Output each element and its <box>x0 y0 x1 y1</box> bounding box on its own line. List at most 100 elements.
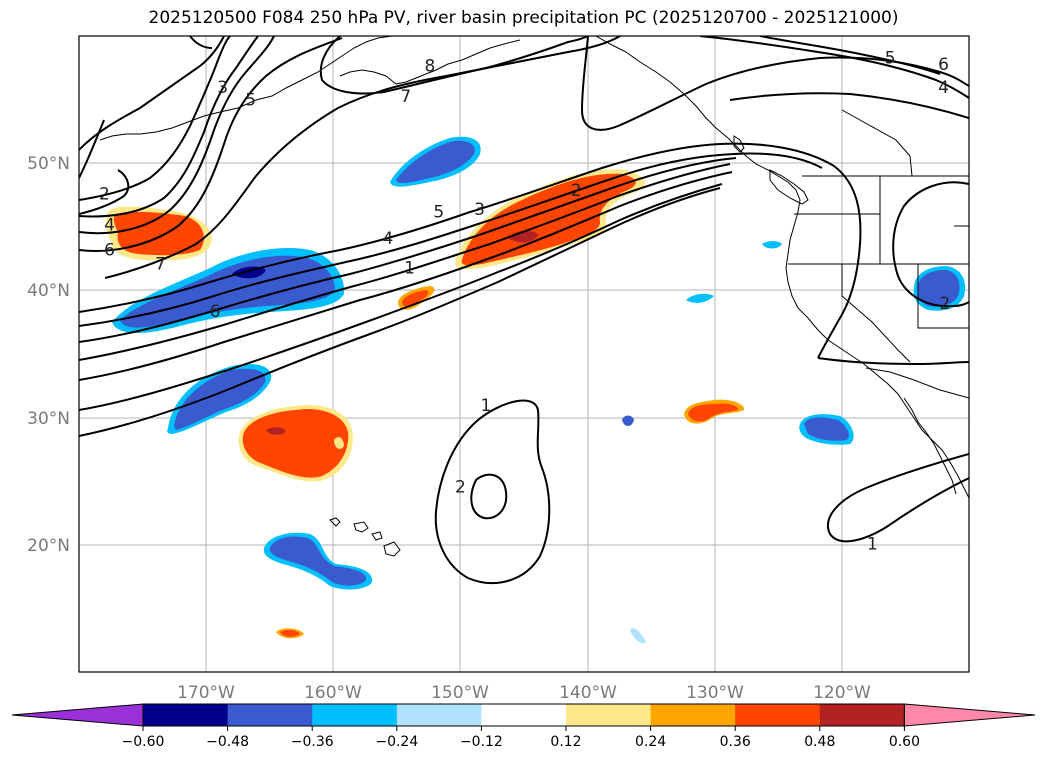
pv-contour-label: 6 <box>210 302 221 322</box>
pv-contour-upper-right-3 <box>699 36 969 99</box>
pv-contour-upper-right-4 <box>729 92 969 119</box>
lat-tick-label: 20°N <box>27 536 70 556</box>
pv-contour-label: 6 <box>938 55 949 75</box>
coastline-alaska <box>99 36 393 141</box>
lon-tick-label: 120°W <box>813 683 871 703</box>
pv-contour-label: 4 <box>383 229 394 249</box>
pv-contour-8-n <box>319 36 589 95</box>
pv-contours <box>79 36 969 585</box>
precip-region-neg-baja-core <box>804 417 849 441</box>
colorbar-swatch <box>227 704 313 726</box>
colorbar-tick-label: 0.24 <box>635 734 666 750</box>
pv-contour-2-closed <box>470 473 508 520</box>
border-nv-ca <box>841 264 911 363</box>
pv-contour-jet-2 <box>79 152 823 327</box>
pv-contour-label: 2 <box>571 181 582 201</box>
pv-contour-5-nw <box>79 36 275 235</box>
lon-tick-label: 140°W <box>559 683 617 703</box>
colorbar-swatch <box>819 704 905 726</box>
colorbar-extend-max <box>903 703 1036 727</box>
coastline-panhandle <box>595 36 801 213</box>
precip-region-pos-sc-dent <box>334 437 344 449</box>
colorbar-swatch <box>143 704 229 726</box>
colorbar-tick-label: 0.12 <box>550 734 581 750</box>
lon-tick-label: 150°W <box>431 683 489 703</box>
colorbar-frame <box>142 703 905 727</box>
pv-contour-upper-left-small <box>189 36 213 49</box>
precip-region-pos-cn-core <box>461 173 636 266</box>
precip-region-neg-nc-core <box>396 140 475 184</box>
coastline-us-west <box>785 211 969 499</box>
pv-contour-1-se <box>827 453 969 543</box>
pv-contour-label: 7 <box>155 255 166 275</box>
lon-tick-label: 170°W <box>177 683 235 703</box>
pv-contour-jet-6 <box>79 183 723 411</box>
coastline-vancouver-island <box>769 169 809 205</box>
lon-tick-label: 130°W <box>686 683 744 703</box>
coastline-hawaii <box>329 517 401 557</box>
pv-contour-label: 6 <box>104 241 115 261</box>
pv-contour-label: 5 <box>245 91 256 111</box>
pv-contour-label: 1 <box>867 535 878 555</box>
border-us-mexico <box>865 367 969 399</box>
colorbar: −0.60 −0.48 −0.36 −0.24 −0.12 0.12 0.24 0.36 0.4… <box>11 703 1036 750</box>
pv-contour-label: 1 <box>404 259 415 279</box>
plot-frame <box>78 35 970 673</box>
pv-contour-label: 3 <box>217 78 228 98</box>
pv-contour-4-nw <box>79 36 259 218</box>
pv-contour-basin <box>817 357 969 366</box>
pv-contour-upper-right-2 <box>759 36 941 75</box>
lat-tick-label: 50°N <box>27 154 70 174</box>
precip-region-pos-sc-peak <box>266 427 286 435</box>
border-nv-ut <box>917 264 969 329</box>
coastline-baja <box>903 397 957 495</box>
colorbar-tick-label: 0.36 <box>720 734 751 750</box>
colorbar-swatch <box>312 704 398 726</box>
pv-contour-label: 2 <box>455 477 466 497</box>
pv-contour-jet-7 <box>79 187 721 437</box>
pv-contour-jet-5 <box>79 171 733 381</box>
lat-tick-label: 40°N <box>27 281 70 301</box>
lon-tick-label: 160°W <box>304 683 362 703</box>
pv-contour-nw-left <box>79 119 105 179</box>
precip-region-neg-hawaii-core <box>269 536 367 586</box>
pv-contour-7-nw <box>104 36 621 279</box>
precip-region-neg-ne-core <box>917 270 960 307</box>
colorbar-extend-min <box>11 703 144 727</box>
pv-contour-jet-3 <box>79 157 737 343</box>
colorbar-tick-label: 0.48 <box>804 734 835 750</box>
precip-region-pos-e-core <box>688 403 739 422</box>
pv-contour-label: 4 <box>938 78 949 98</box>
map-title: 2025120500 F084 250 hPa PV, river basin … <box>148 8 899 28</box>
pv-contour-label: 2 <box>939 294 950 314</box>
colorbar-swatch <box>735 704 821 726</box>
pv-contour-nw-left-2 <box>79 169 130 215</box>
precip-region-neg-small1 <box>686 293 714 303</box>
pv-contour-3-nw <box>79 36 231 201</box>
border-canada-east <box>841 109 913 177</box>
colorbar-tick-label: −0.36 <box>291 734 334 750</box>
precip-region-pos-small1-core <box>402 290 429 307</box>
pv-contour-label: 2 <box>99 185 110 205</box>
colorbar-tick-label: −0.12 <box>460 734 503 750</box>
pv-contour-label: 5 <box>885 49 896 69</box>
precip-region-pos-sc-core <box>242 408 349 478</box>
precip-region-neg-small4 <box>630 628 646 644</box>
axis-labels: 170°W 160°W 150°W 140°W 130°W 120°W 50°N… <box>27 154 871 703</box>
colorbar-tick-label: 0.60 <box>889 734 920 750</box>
lat-tick-label: 30°N <box>27 409 70 429</box>
coastline-alaska-islands <box>339 39 521 85</box>
pv-contour-2-nw <box>79 36 225 151</box>
pv-contour-jet-4 <box>79 163 731 361</box>
pv-contour-6-nw <box>79 37 343 252</box>
colorbar-tick-label: −0.60 <box>122 734 165 750</box>
colorbar-swatch <box>566 704 652 726</box>
pv-contour-label: 8 <box>425 56 436 76</box>
pv-contour-label: 3 <box>474 200 485 220</box>
pv-contour-label: 1 <box>480 396 491 416</box>
precip-region-pos-small2-core <box>280 629 300 637</box>
colorbar-tick-label: −0.48 <box>206 734 249 750</box>
pv-contour-label: 5 <box>433 203 444 223</box>
